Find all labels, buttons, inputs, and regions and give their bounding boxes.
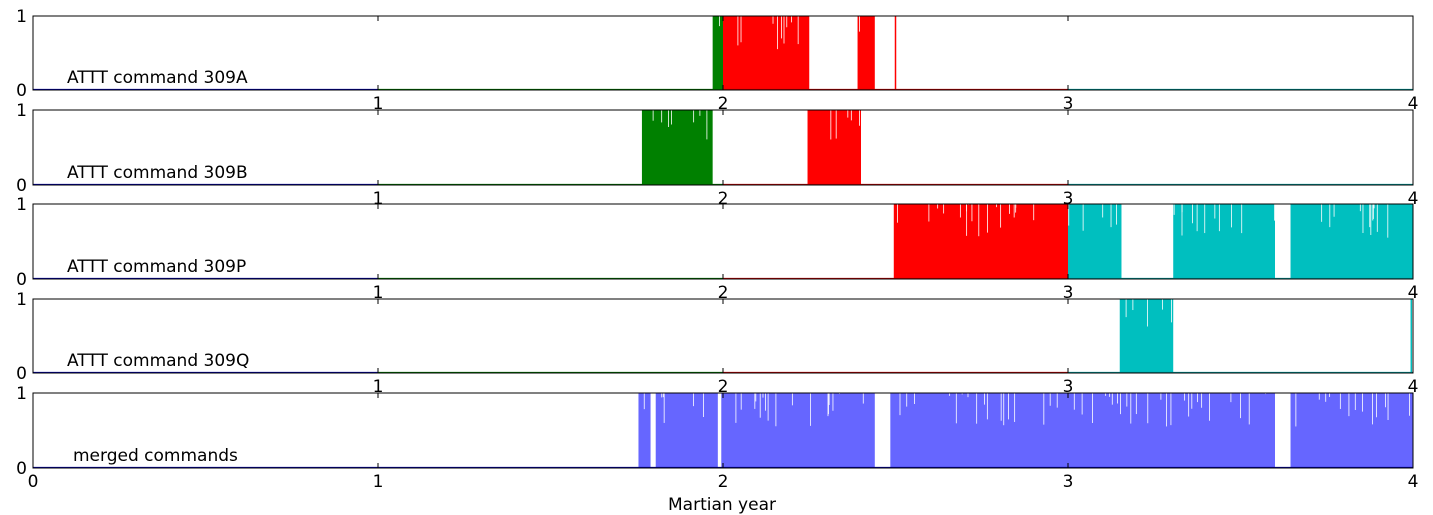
active-period-bar xyxy=(655,393,718,468)
active-period-bar xyxy=(638,393,651,468)
chart-panel-5: 0 1 2 3 4 0 1 merged commands Martian year xyxy=(16,384,1418,515)
x-tick-label: 2 xyxy=(718,94,729,114)
active-period-bar xyxy=(641,110,713,185)
x-tick-label: 1 xyxy=(373,377,384,397)
x-tick-label: 3 xyxy=(1063,283,1074,303)
series-label: ATTT command 309Q xyxy=(67,351,249,371)
active-period-bar xyxy=(1119,299,1174,373)
chart-panel-3: 1 2 3 4 0 1 ATTT command 309P xyxy=(16,195,1418,303)
active-period-bar xyxy=(721,393,875,468)
x-tick-label: 3 xyxy=(1063,94,1074,114)
chart-panel-1: 1 2 3 4 0 1 ATTT command 309A xyxy=(16,7,1418,114)
x-tick-label: 2 xyxy=(718,189,729,209)
x-tick-label: 1 xyxy=(373,189,384,209)
active-period-bar xyxy=(712,16,723,90)
x-tick-label: 1 xyxy=(373,94,384,114)
x-tick-label: 4 xyxy=(1408,189,1419,209)
active-period-bar xyxy=(1173,204,1275,279)
active-period-bar xyxy=(1290,393,1413,468)
series-label: merged commands xyxy=(73,446,238,466)
x-tick-label: 4 xyxy=(1408,377,1419,397)
x-tick-label: 3 xyxy=(1063,189,1074,209)
y-tick-label: 0 xyxy=(16,270,27,290)
active-period-bar xyxy=(1290,204,1413,279)
x-tick-label: 2 xyxy=(718,283,729,303)
y-tick-label: 0 xyxy=(16,176,27,196)
active-period-bar xyxy=(1068,204,1122,279)
y-tick-label: 1 xyxy=(16,290,27,310)
active-period-bar xyxy=(857,16,875,90)
y-tick-label: 1 xyxy=(16,7,27,27)
x-tick-label: 2 xyxy=(718,377,729,397)
y-tick-label: 1 xyxy=(16,101,27,121)
y-tick-label: 0 xyxy=(16,81,27,101)
active-period-bar xyxy=(807,110,861,185)
active-period-bar xyxy=(890,393,1275,468)
active-period-bar xyxy=(893,204,1068,279)
x-tick-label: 1 xyxy=(373,472,384,492)
y-tick-label: 1 xyxy=(16,195,27,215)
y-tick-label: 1 xyxy=(16,384,27,404)
y-tick-label: 0 xyxy=(16,364,27,384)
x-tick-label: 3 xyxy=(1063,472,1074,492)
chart-panel-4: 1 2 3 4 0 1 ATTT command 309Q xyxy=(16,290,1418,397)
x-tick-label: 4 xyxy=(1408,94,1419,114)
chart-panel-2: 1 2 3 4 0 1 ATTT command 309B xyxy=(16,101,1418,209)
active-period-bar xyxy=(723,16,810,90)
x-tick-label: 2 xyxy=(718,472,729,492)
x-tick-label: 4 xyxy=(1408,283,1419,303)
series-label: ATTT command 309A xyxy=(67,68,248,88)
x-tick-label: 0 xyxy=(28,472,39,492)
x-tick-label: 4 xyxy=(1408,472,1419,492)
series-label: ATTT command 309P xyxy=(67,257,246,277)
x-tick-label: 1 xyxy=(373,283,384,303)
series-label: ATTT command 309B xyxy=(67,163,248,183)
x-axis-title: Martian year xyxy=(668,495,776,515)
y-tick-label: 0 xyxy=(16,459,27,479)
x-tick-label: 3 xyxy=(1063,377,1074,397)
